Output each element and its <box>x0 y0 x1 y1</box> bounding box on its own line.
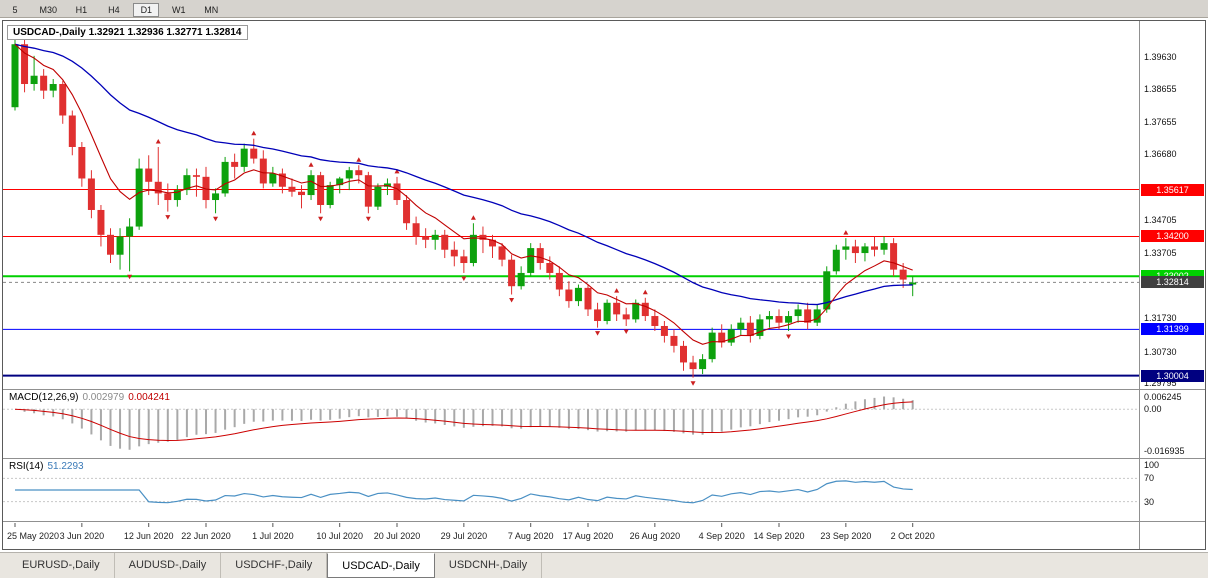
timeframe-button-mn[interactable]: MN <box>198 3 225 17</box>
current-price-badge: 1.32814 <box>1141 276 1204 289</box>
timeframe-button-w1[interactable]: W1 <box>165 3 192 17</box>
symbol-tabs-bar: EURUSD-,Daily AUDUSD-,Daily USDCHF-,Dail… <box>0 552 1208 578</box>
timeframe-button-d1[interactable]: D1 <box>133 3 160 17</box>
date-label: 7 Aug 2020 <box>507 531 554 541</box>
tab-eurusd[interactable]: EURUSD-,Daily <box>8 553 115 578</box>
macd-indicator-label: MACD(12,26,9) 0.002979 0.004241 <box>9 392 170 403</box>
tab-usdcad[interactable]: USDCAD-,Daily <box>327 553 435 578</box>
date-label: 3 Jun 2020 <box>59 531 105 541</box>
hline-price-badge: 1.31399 <box>1141 323 1204 336</box>
date-label: 2 Oct 2020 <box>890 531 935 541</box>
date-label: 10 Jul 2020 <box>316 531 363 541</box>
tab-usdcnh[interactable]: USDCNH-,Daily <box>435 553 543 578</box>
rsi-level-label: 30 <box>1144 496 1155 507</box>
price-label: 1.33705 <box>1144 247 1177 258</box>
ohlc-readout: USDCAD-,Daily 1.32921 1.32936 1.32771 1.… <box>7 25 248 40</box>
rsi-name: RSI(14) <box>9 461 44 472</box>
price-label: 1.38655 <box>1144 83 1177 94</box>
price-label: 1.34705 <box>1144 214 1177 225</box>
tab-usdchf[interactable]: USDCHF-,Daily <box>221 553 328 578</box>
rsi-level-label: 100 <box>1144 460 1160 470</box>
chart-window[interactable]: USDCAD-,Daily 1.32921 1.32936 1.32771 1.… <box>2 20 1206 550</box>
rsi-indicator-label: RSI(14) 51.2293 <box>9 461 84 472</box>
date-label: 23 Sep 2020 <box>820 531 872 541</box>
tab-audusd[interactable]: AUDUSD-,Daily <box>115 553 222 578</box>
timeframe-button-h1[interactable]: H1 <box>68 3 95 17</box>
macd-main-value: 0.002979 <box>82 392 125 403</box>
price-label: 1.29795 <box>1144 377 1177 388</box>
macd-max-label: 0.006245 <box>1144 392 1182 402</box>
date-label: 17 Aug 2020 <box>562 531 614 541</box>
date-label: 20 Jul 2020 <box>373 531 421 541</box>
price-label: 1.39630 <box>1144 51 1177 62</box>
date-label: 25 May 2020 <box>7 531 60 541</box>
timeframe-toolbar: 5 M30 H1 H4 D1 W1 MN <box>0 0 1208 18</box>
price-label: 1.36680 <box>1144 149 1177 160</box>
date-label: 1 Jul 2020 <box>252 531 294 541</box>
rsi-value: 51.2293 <box>47 461 84 472</box>
date-label: 29 Jul 2020 <box>440 531 488 541</box>
timeframe-button-m5[interactable]: 5 <box>2 3 28 17</box>
timeframe-button-m30[interactable]: M30 <box>34 3 62 17</box>
price-label: 1.30730 <box>1144 346 1177 357</box>
date-label: 22 Jun 2020 <box>181 531 231 541</box>
macd-signal-value: 0.004241 <box>128 392 170 403</box>
chart-canvas[interactable] <box>3 21 1205 549</box>
date-label: 4 Sep 2020 <box>698 531 745 541</box>
macd-name: MACD(12,26,9) <box>9 392 79 403</box>
date-label: 26 Aug 2020 <box>629 531 681 541</box>
macd-zero-label: 0.00 <box>1144 404 1162 415</box>
macd-min-label: -0.016935 <box>1144 446 1185 456</box>
date-label: 12 Jun 2020 <box>123 531 174 541</box>
date-label: 14 Sep 2020 <box>753 531 805 541</box>
price-label: 1.37655 <box>1144 116 1177 127</box>
timeframe-button-h4[interactable]: H4 <box>100 3 127 17</box>
price-label: 1.31730 <box>1144 313 1177 324</box>
hline-price-badge: 1.35617 <box>1141 183 1204 196</box>
rsi-level-label: 70 <box>1144 473 1155 484</box>
hline-price-badge: 1.34200 <box>1141 230 1204 243</box>
hline-price-badge: 1.30004 <box>1141 369 1204 382</box>
